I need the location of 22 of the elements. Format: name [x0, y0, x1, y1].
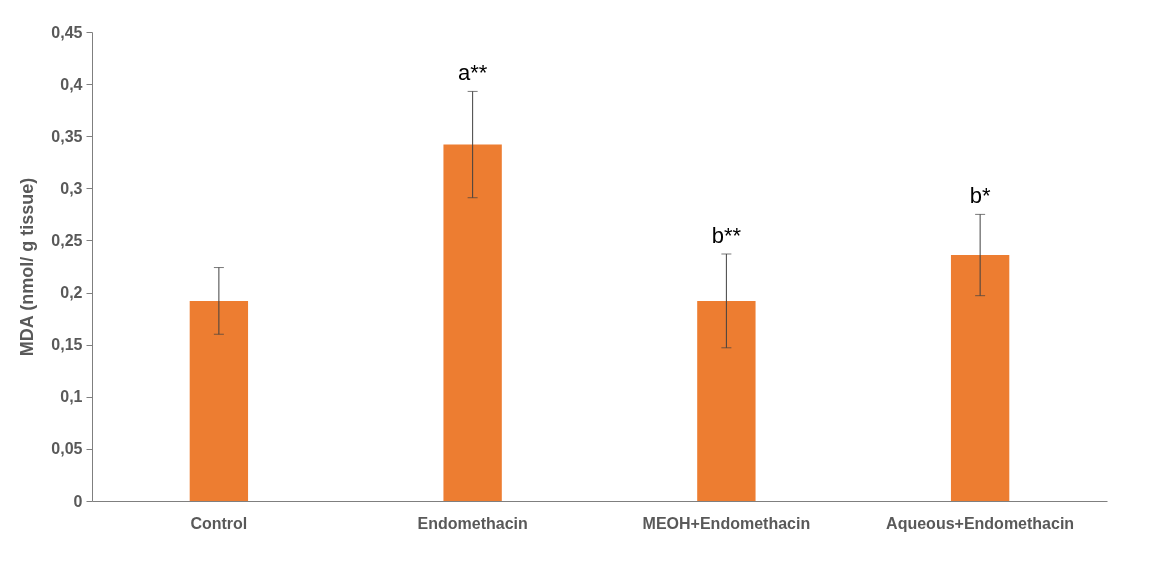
y-axis-title: MDA (nmol/ g tissue) [17, 177, 38, 357]
y-tick-label: 0,4 [60, 75, 83, 93]
annotation: a** [457, 60, 488, 86]
y-tick-label: 0,25 [51, 231, 83, 249]
x-tick-label: Endomethacin [417, 514, 528, 532]
annotation: b* [969, 183, 991, 209]
bar [189, 300, 249, 501]
y-tick-label: 0,45 [51, 23, 83, 41]
y-tick-label: 0,35 [51, 127, 83, 145]
bar [443, 144, 502, 501]
x-tick-label: Aqueous+Endomethacin [886, 514, 1075, 532]
bar [697, 300, 756, 501]
x-tick-label: Control [190, 514, 248, 532]
y-tick-label: 0,2 [60, 284, 83, 302]
y-tick-label: 0,15 [51, 336, 83, 354]
y-tick-label: 0,1 [60, 388, 83, 406]
y-tick-label: 0,3 [60, 179, 83, 197]
x-tick-label: MEOH+Endomethacin [642, 514, 811, 532]
y-tick-label: 0,05 [51, 440, 83, 458]
annotation: b** [711, 222, 742, 248]
y-tick-label: 0 [73, 492, 83, 510]
bar [950, 255, 1010, 501]
